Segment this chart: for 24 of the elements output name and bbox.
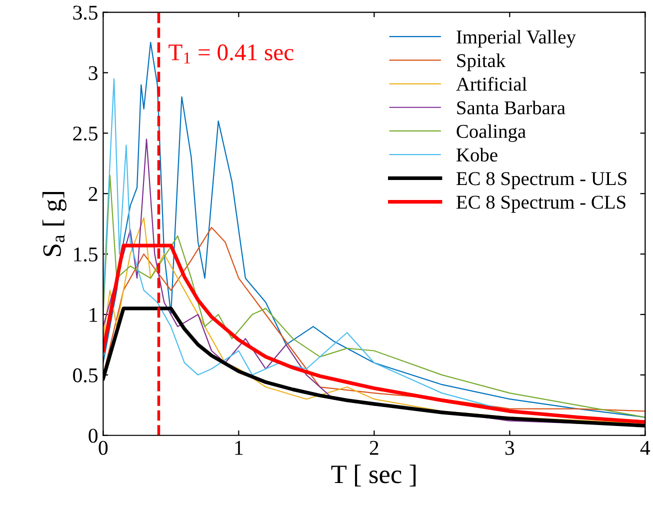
x-tick-label: 0 [98, 440, 108, 455]
legend-label: Spitak [457, 54, 506, 72]
legend-label: Coalinga [456, 124, 526, 142]
x-axis-title: T [ sec ] [331, 464, 416, 487]
legend-label: Kobe [456, 148, 498, 162]
legend-label: EC 8 Spectrum - CLS [456, 196, 626, 213]
x-tick-label: 4 [640, 440, 650, 455]
y-tick-label: 3.5 [73, 6, 98, 20]
x-tick-label: 2 [370, 440, 378, 455]
y-tick-label: 2.5 [73, 126, 98, 141]
x-tick-label: 1 [235, 440, 243, 455]
legend-label: Artificial [456, 76, 527, 91]
y-axis-title: S$_{a}$ [ g] [42, 192, 66, 256]
y-tick-label: 0.5 [73, 368, 98, 382]
y-tick-label: 0 [88, 428, 98, 443]
y-tick-label: 1.5 [74, 248, 98, 262]
x-tick-label: 3 [505, 440, 514, 455]
y-tick-label: 3 [88, 66, 98, 80]
legend-label: Santa Barbara [457, 100, 566, 114]
legend-label: EC 8 Spectrum - ULS [456, 172, 626, 190]
y-tick-label: 1 [90, 308, 98, 322]
ref-line-label: T$_{1}$ = 0.41 sec [168, 44, 294, 64]
y-tick-label: 2 [88, 187, 98, 201]
legend-label: Imperial Valley [456, 30, 576, 48]
